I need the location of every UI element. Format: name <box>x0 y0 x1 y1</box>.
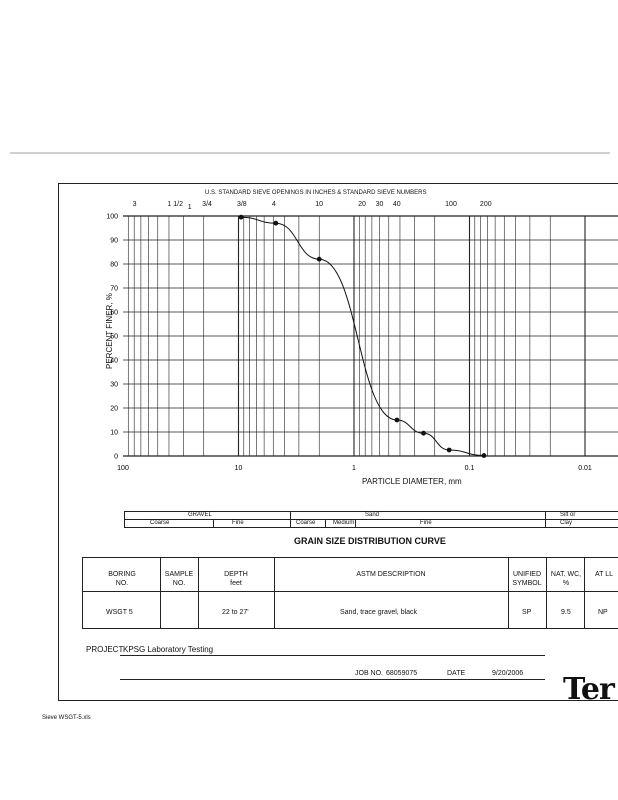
data-point <box>446 447 452 453</box>
y-tick-label: 40 <box>110 358 118 365</box>
x-tick-label: 10 <box>235 465 243 472</box>
class-bottom-line <box>124 527 618 528</box>
cell-boring: WSGT 5 <box>106 609 133 616</box>
class-top-line <box>124 511 618 512</box>
header-boring: BORING NO. <box>108 571 136 588</box>
data-point <box>273 220 279 226</box>
class-medium-sand: Medium <box>333 520 355 526</box>
table-col-line <box>508 557 509 628</box>
job-underline <box>120 679 545 680</box>
project-underline <box>120 655 545 656</box>
y-tick-label: 30 <box>110 382 118 389</box>
class-divider <box>355 519 356 527</box>
curve-title: GRAIN SIZE DISTRIBUTION CURVE <box>294 536 446 546</box>
x-axis-label: PARTICLE DIAMETER, mm <box>362 477 462 486</box>
table-bottom-line <box>82 628 618 629</box>
sieve-label: 200 <box>479 201 492 208</box>
table-col-line <box>160 557 161 628</box>
table-col-line <box>274 557 275 628</box>
cell-unified: SP <box>522 609 532 616</box>
date-value: 9/20/2006 <box>492 670 524 677</box>
class-sand: Sand <box>365 512 380 518</box>
table-top-line <box>82 557 618 558</box>
scan-artifact <box>10 152 610 154</box>
class-silt: Silt or <box>560 512 576 518</box>
cell-depth: 22 to 27' <box>222 609 249 616</box>
y-tick-label: 90 <box>110 238 118 245</box>
class-gravel: GRAVEL <box>188 512 212 518</box>
sieve-label: 20 <box>358 201 366 208</box>
cell-atterberg: NP <box>598 609 608 616</box>
x-tick-label: 1 <box>352 465 356 472</box>
x-tick-label: 0.1 <box>465 465 475 472</box>
header-natwc: NAT. WC, % <box>550 571 582 588</box>
data-point <box>481 453 487 458</box>
file-note: Sieve WSGT-5.xls <box>42 715 91 721</box>
class-coarse-sand: Coarse <box>296 520 316 526</box>
table-header-line <box>82 591 618 592</box>
sieve-label: 3/8 <box>236 201 247 208</box>
data-point <box>394 417 400 423</box>
header-sample: SAMPLE NO. <box>164 571 194 588</box>
table-col-line <box>584 557 585 628</box>
header-depth: DEPTH feet <box>224 571 248 588</box>
sieve-heading: U.S. STANDARD SIEVE OPENINGS IN INCHES &… <box>205 190 427 196</box>
company-logo: Ter <box>563 672 615 707</box>
y-tick-label: 70 <box>110 286 118 293</box>
sieve-label: 30 <box>375 201 384 208</box>
class-divider <box>290 511 291 527</box>
sieve-label: 3/4 <box>202 201 212 208</box>
data-point <box>316 256 322 262</box>
y-tick-label: 0 <box>114 454 118 461</box>
job-value: 68059075 <box>386 670 418 677</box>
table-col-line <box>546 557 547 628</box>
class-divider <box>325 519 326 527</box>
project-label: PROJECT <box>86 645 124 654</box>
header-unified: UNIFIED SYMBOL <box>512 571 542 588</box>
date-label: DATE <box>447 670 466 677</box>
y-tick-label: 60 <box>110 310 118 317</box>
header-description: ASTM DESCRIPTION <box>356 571 426 578</box>
job-label: JOB NO. <box>355 670 384 677</box>
sieve-label: 4 <box>271 201 276 208</box>
data-point <box>421 430 426 436</box>
report-frame <box>58 183 618 701</box>
class-divider <box>213 519 214 527</box>
sieve-label: 1 <box>187 204 192 211</box>
table-col-line <box>198 557 199 628</box>
class-coarse-gravel: Coarse <box>150 520 170 526</box>
class-fine-sand: Fine <box>420 520 432 526</box>
y-tick-label: 10 <box>110 430 118 437</box>
sieve-label: 3 <box>132 201 137 208</box>
project-value: KPSG Laboratory Testing <box>123 645 214 654</box>
y-tick-label: 50 <box>110 334 118 341</box>
class-mid-line <box>124 519 618 520</box>
sieve-label: 1 1/2 <box>167 201 183 208</box>
y-tick-label: 100 <box>106 214 118 221</box>
cell-description: Sand, trace gravel, black <box>340 609 418 616</box>
x-tick-label: 0.01 <box>578 465 592 472</box>
class-fine-gravel: Fine <box>232 520 244 526</box>
header-atterberg: AT LL <box>594 571 614 578</box>
class-divider <box>124 511 125 527</box>
sieve-label: 100 <box>445 201 457 208</box>
y-tick-label: 80 <box>110 262 118 269</box>
sieve-label: 40 <box>392 201 401 208</box>
y-tick-label: 20 <box>110 406 118 413</box>
class-divider <box>545 511 546 527</box>
table-col-line <box>82 557 83 628</box>
data-point <box>238 214 244 220</box>
class-clay: Clay <box>560 520 573 526</box>
x-tick-label: 100 <box>117 465 129 472</box>
sieve-label: 10 <box>315 201 324 208</box>
cell-natwc: 9.5 <box>561 609 571 616</box>
